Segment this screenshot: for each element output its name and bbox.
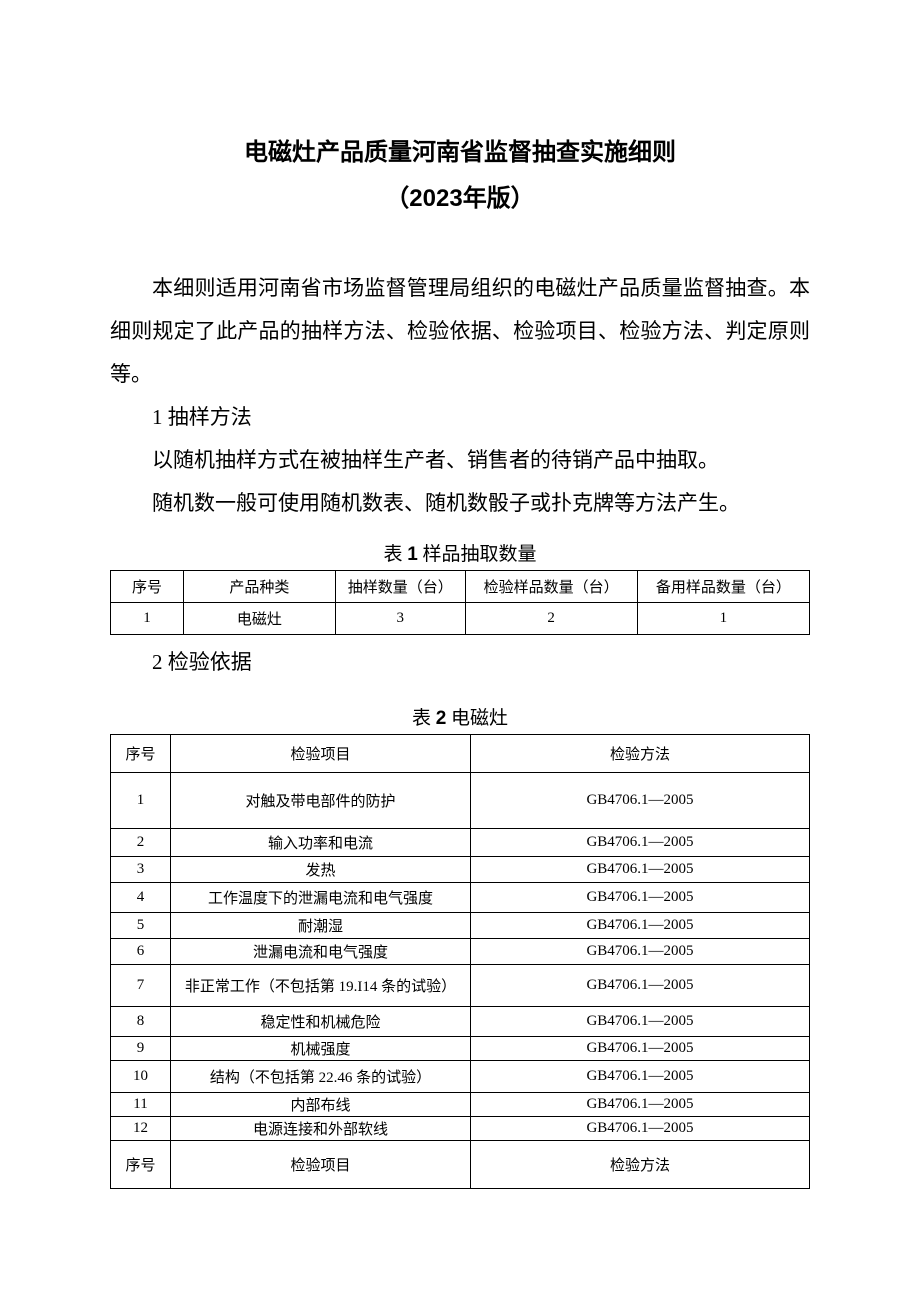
- paragraph-3: 以随机抽样方式在被抽样生产者、销售者的待销产品中抽取。: [110, 439, 810, 482]
- table-cell: GB4706.1—2005: [471, 882, 810, 912]
- table-row: 序号产品种类抽样数量（台）检验样品数量（台）备用样品数量（台）: [111, 571, 810, 603]
- table-row: 4工作温度下的泄漏电流和电气强度GB4706.1—2005: [111, 882, 810, 912]
- table-cell: 机械强度: [171, 1036, 471, 1060]
- table-cell: GB4706.1—2005: [471, 1116, 810, 1140]
- table-cell: GB4706.1—2005: [471, 1006, 810, 1036]
- table-row: 11内部布线GB4706.1—2005: [111, 1092, 810, 1116]
- caption-suffix: 样品抽取数量: [418, 544, 537, 565]
- paragraph-1: 本细则适用河南省市场监督管理局组织的电磁灶产品质量监督抽查。本细则规定了此产品的…: [110, 267, 810, 396]
- table-cell: GB4706.1—2005: [471, 1092, 810, 1116]
- table-cell: 11: [111, 1092, 171, 1116]
- table-cell: 输入功率和电流: [171, 828, 471, 856]
- table-cell: 1: [637, 603, 809, 635]
- table-cell: GB4706.1—2005: [471, 938, 810, 964]
- table-cell: GB4706.1—2005: [471, 856, 810, 882]
- table-row: 3发热GB4706.1—2005: [111, 856, 810, 882]
- table-cell: 内部布线: [171, 1092, 471, 1116]
- table-cell: 1: [111, 603, 184, 635]
- table-cell: 稳定性和机械危险: [171, 1006, 471, 1036]
- table-header-cell: 抽样数量（台）: [335, 571, 465, 603]
- table-cell: GB4706.1—2005: [471, 964, 810, 1006]
- table-cell: GB4706.1—2005: [471, 1036, 810, 1060]
- table-row: 7非正常工作（不包括第 19.I14 条的试验）GB4706.1—2005: [111, 964, 810, 1006]
- table-cell: 泄漏电流和电气强度: [171, 938, 471, 964]
- caption-number: 2: [436, 708, 447, 729]
- table-row: 1对触及带电部件的防护GB4706.1—2005: [111, 772, 810, 828]
- table-header-cell: 检验方法: [471, 734, 810, 772]
- table-row: 2输入功率和电流GB4706.1—2005: [111, 828, 810, 856]
- table-cell: 非正常工作（不包括第 19.I14 条的试验）: [171, 964, 471, 1006]
- table-header-cell: 序号: [111, 734, 171, 772]
- table-cell: 结构（不包括第 22.46 条的试验）: [171, 1060, 471, 1092]
- table-cell: 2: [465, 603, 637, 635]
- table-cell: 10: [111, 1060, 171, 1092]
- title-suffix: 年版）: [463, 185, 535, 212]
- document-title-line2: （2023年版）: [110, 176, 810, 222]
- caption-suffix: 电磁灶: [446, 708, 508, 729]
- paragraph-2: 1 抽样方法: [110, 396, 810, 439]
- table-cell: GB4706.1—2005: [471, 912, 810, 938]
- paragraph-4: 随机数一般可使用随机数表、随机数骰子或扑克牌等方法产生。: [110, 482, 810, 525]
- table-cell: 9: [111, 1036, 171, 1060]
- table-header-cell: 检验项目: [171, 1140, 471, 1188]
- table-row: 1电磁灶321: [111, 603, 810, 635]
- document-page: 电磁灶产品质量河南省监督抽查实施细则 （2023年版） 本细则适用河南省市场监督…: [0, 0, 920, 1229]
- table-1: 序号产品种类抽样数量（台）检验样品数量（台）备用样品数量（台） 1电磁灶321: [110, 570, 810, 635]
- table-cell: 3: [111, 856, 171, 882]
- document-title-line1: 电磁灶产品质量河南省监督抽查实施细则: [110, 130, 810, 176]
- table-row: 8稳定性和机械危险GB4706.1—2005: [111, 1006, 810, 1036]
- caption-prefix: 表: [383, 544, 407, 565]
- table-cell: 对触及带电部件的防护: [171, 772, 471, 828]
- table-row: 10结构（不包括第 22.46 条的试验）GB4706.1—2005: [111, 1060, 810, 1092]
- table-row: 序号检验项目检验方法: [111, 734, 810, 772]
- table-header-cell: 序号: [111, 571, 184, 603]
- body-text-block: 本细则适用河南省市场监督管理局组织的电磁灶产品质量监督抽查。本细则规定了此产品的…: [110, 267, 810, 525]
- table-row: 5耐潮湿GB4706.1—2005: [111, 912, 810, 938]
- table-cell: GB4706.1—2005: [471, 1060, 810, 1092]
- table-cell: 电磁灶: [183, 603, 335, 635]
- table-header-cell: 检验方法: [471, 1140, 810, 1188]
- table-cell: 2: [111, 828, 171, 856]
- table-cell: 耐潮湿: [171, 912, 471, 938]
- table-header-cell: 序号: [111, 1140, 171, 1188]
- table-cell: 3: [335, 603, 465, 635]
- table-2: 序号检验项目检验方法1对触及带电部件的防护GB4706.1—20052输入功率和…: [110, 734, 810, 1189]
- table-header-cell: 检验样品数量（台）: [465, 571, 637, 603]
- table-cell: 5: [111, 912, 171, 938]
- title-year: 2023: [409, 185, 462, 212]
- table1-caption: 表 1 样品抽取数量: [110, 539, 810, 566]
- section-2-heading: 2 检验依据: [110, 641, 810, 684]
- table-row: 12电源连接和外部软线GB4706.1—2005: [111, 1116, 810, 1140]
- table-cell: 7: [111, 964, 171, 1006]
- paren-open: （: [385, 185, 409, 212]
- table-cell: GB4706.1—2005: [471, 772, 810, 828]
- table-header-cell: 产品种类: [183, 571, 335, 603]
- table-cell: 4: [111, 882, 171, 912]
- table-cell: GB4706.1—2005: [471, 828, 810, 856]
- table-row: 9机械强度GB4706.1—2005: [111, 1036, 810, 1060]
- table-cell: 12: [111, 1116, 171, 1140]
- table-cell: 8: [111, 1006, 171, 1036]
- caption-prefix: 表: [412, 708, 436, 729]
- table-cell: 发热: [171, 856, 471, 882]
- caption-number: 1: [407, 544, 418, 565]
- table-header-cell: 检验项目: [171, 734, 471, 772]
- table-row: 序号检验项目检验方法: [111, 1140, 810, 1188]
- table-cell: 工作温度下的泄漏电流和电气强度: [171, 882, 471, 912]
- table-cell: 1: [111, 772, 171, 828]
- table-cell: 6: [111, 938, 171, 964]
- table2-caption: 表 2 电磁灶: [110, 703, 810, 730]
- table-cell: 电源连接和外部软线: [171, 1116, 471, 1140]
- table-row: 6泄漏电流和电气强度GB4706.1—2005: [111, 938, 810, 964]
- table-header-cell: 备用样品数量（台）: [637, 571, 809, 603]
